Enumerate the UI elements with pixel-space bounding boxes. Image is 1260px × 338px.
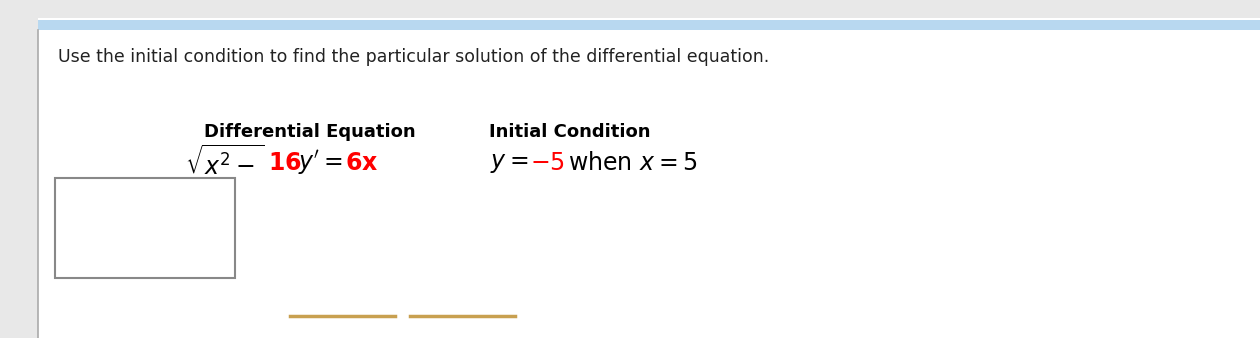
Text: Differential Equation: Differential Equation bbox=[204, 123, 416, 141]
Text: Initial Condition: Initial Condition bbox=[489, 123, 650, 141]
Bar bbox=[55, 178, 236, 278]
Text: $\mathbf{16}$: $\mathbf{16}$ bbox=[268, 151, 301, 175]
Text: $y = $: $y = $ bbox=[490, 151, 528, 175]
Text: $-5$: $-5$ bbox=[530, 151, 564, 175]
Text: $\sqrt{x^2-}$: $\sqrt{x^2-}$ bbox=[185, 145, 265, 181]
Text: $y' =$: $y' =$ bbox=[299, 149, 343, 177]
Text: $\mathbf{6x}$: $\mathbf{6x}$ bbox=[345, 151, 378, 175]
Text: Use the initial condition to find the particular solution of the differential eq: Use the initial condition to find the pa… bbox=[58, 48, 770, 66]
Bar bbox=[38, 20, 1260, 30]
Text: $\mathrm{when}\ x = 5$: $\mathrm{when}\ x = 5$ bbox=[568, 151, 698, 175]
